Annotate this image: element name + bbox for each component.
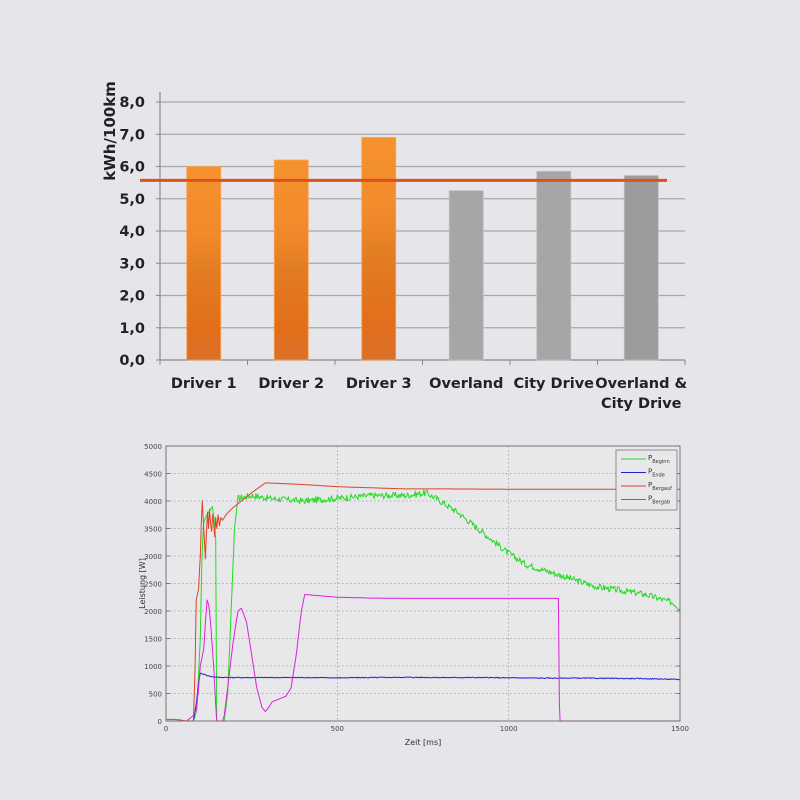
bar-driver-1	[186, 166, 222, 361]
y-tick-label: 1000	[144, 663, 162, 671]
bar-driver-2	[273, 159, 309, 361]
y-tick-label: 3000	[144, 553, 162, 561]
x-category-label: Driver 3	[346, 376, 412, 392]
y-axis-label: Leistung [W]	[138, 558, 147, 609]
legend-label: PBergauf	[648, 481, 672, 492]
y-tick-label: 0	[158, 718, 162, 726]
y-tick-label: 0,0	[119, 353, 145, 369]
bar-driver-3	[361, 137, 397, 361]
y-tick-label: 4000	[144, 498, 162, 506]
x-category-label: Overland	[429, 376, 503, 392]
y-tick-label: 1,0	[119, 321, 145, 337]
x-tick-label: 500	[331, 725, 344, 733]
y-tick-label: 8,0	[119, 95, 145, 111]
x-category-label: Overland &	[595, 376, 687, 392]
y-tick-label: 6,0	[119, 160, 145, 176]
bar-overland-city-drive	[623, 175, 659, 361]
x-tick-label: 0	[164, 725, 168, 733]
x-tick-label: 1000	[500, 725, 518, 733]
x-category-label: City Drive	[601, 396, 682, 412]
plot-frame	[165, 445, 681, 722]
y-tick-label: 4,0	[119, 224, 145, 240]
line-chart: 0500100015002000250030003500400045005000…	[138, 443, 689, 747]
bar-city-drive	[536, 170, 572, 361]
x-category-label: City Drive	[514, 376, 595, 392]
y-tick-label: 3,0	[119, 256, 145, 272]
y-tick-label: 5,0	[119, 192, 145, 208]
bar-overland	[448, 190, 484, 361]
y-tick-label: 5000	[144, 443, 162, 451]
series-ende	[166, 672, 681, 722]
legend-label: PEnde	[648, 468, 665, 479]
legend-label: PBergab	[648, 495, 670, 506]
y-tick-label: 500	[149, 691, 162, 699]
y-tick-label: 2000	[144, 608, 162, 616]
y-tick-label: 2,0	[119, 289, 145, 305]
series-beginn	[166, 489, 681, 722]
series-bergauf	[166, 482, 680, 722]
y-tick-label: 1500	[144, 636, 162, 644]
legend-label: PBeginn	[648, 454, 670, 465]
y-axis-label: kWh/100km	[101, 81, 119, 181]
y-tick-label: 3500	[144, 526, 162, 534]
legend: PBeginn PEnde PBergauf PBergab	[615, 449, 678, 511]
x-axis-label: Zeit [ms]	[405, 738, 442, 747]
x-category-label: Driver 2	[258, 376, 324, 392]
y-tick-label: 7,0	[119, 127, 145, 143]
y-tick-label: 2500	[144, 581, 162, 589]
x-tick-label: 1500	[671, 725, 689, 733]
x-category-label: Driver 1	[171, 376, 237, 392]
y-tick-label: 4500	[144, 471, 162, 479]
